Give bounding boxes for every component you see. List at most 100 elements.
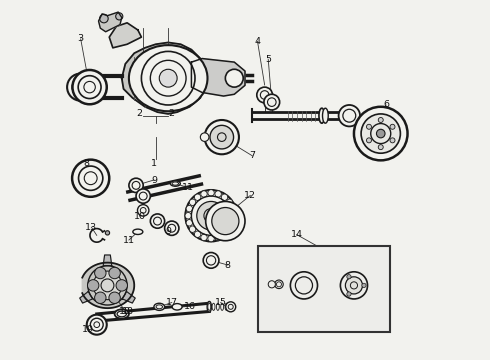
Circle shape (362, 283, 366, 288)
Circle shape (186, 220, 193, 226)
Circle shape (208, 190, 214, 196)
Circle shape (378, 117, 383, 122)
Ellipse shape (319, 108, 325, 123)
Ellipse shape (217, 303, 220, 310)
Circle shape (215, 191, 221, 197)
Text: 14: 14 (291, 230, 303, 239)
Circle shape (185, 190, 237, 242)
Circle shape (226, 226, 233, 232)
Text: 7: 7 (249, 151, 255, 160)
Circle shape (345, 277, 363, 294)
Circle shape (88, 280, 99, 291)
Text: 18: 18 (120, 307, 131, 316)
Text: 12: 12 (245, 191, 256, 200)
Bar (258, 246, 390, 332)
Text: 5: 5 (265, 55, 271, 64)
Text: 9: 9 (151, 176, 157, 185)
Circle shape (367, 138, 371, 143)
Polygon shape (98, 12, 122, 32)
Circle shape (205, 120, 239, 154)
Circle shape (367, 124, 371, 129)
Polygon shape (122, 292, 135, 303)
Polygon shape (192, 59, 245, 96)
Circle shape (200, 133, 209, 141)
Circle shape (203, 252, 219, 268)
Polygon shape (82, 262, 134, 308)
Circle shape (339, 105, 360, 126)
Text: 18: 18 (122, 307, 134, 316)
Circle shape (361, 114, 400, 153)
Ellipse shape (154, 303, 165, 310)
Circle shape (129, 178, 143, 193)
Circle shape (212, 207, 239, 235)
Circle shape (264, 94, 280, 110)
Ellipse shape (133, 229, 143, 234)
Circle shape (201, 191, 207, 197)
Circle shape (341, 272, 368, 299)
Text: 2: 2 (137, 109, 143, 118)
Polygon shape (103, 255, 112, 266)
Ellipse shape (225, 303, 228, 310)
Circle shape (226, 199, 233, 206)
Text: 9: 9 (165, 227, 171, 236)
Circle shape (390, 124, 395, 129)
Text: 6: 6 (383, 100, 389, 109)
Text: 1: 1 (151, 159, 157, 168)
Polygon shape (80, 292, 93, 303)
Circle shape (150, 214, 165, 228)
Circle shape (215, 234, 221, 241)
Ellipse shape (129, 45, 207, 111)
Text: 16: 16 (184, 302, 196, 311)
Circle shape (116, 280, 127, 291)
Circle shape (206, 202, 245, 241)
Circle shape (347, 275, 351, 279)
Circle shape (257, 87, 272, 103)
Circle shape (376, 129, 385, 138)
Circle shape (116, 13, 123, 20)
Circle shape (195, 231, 201, 238)
Ellipse shape (220, 303, 223, 310)
Circle shape (142, 51, 195, 105)
Polygon shape (122, 42, 204, 114)
Circle shape (95, 292, 106, 303)
Circle shape (189, 199, 196, 206)
Circle shape (221, 231, 228, 238)
Ellipse shape (207, 301, 211, 312)
Polygon shape (109, 23, 142, 48)
Text: 11: 11 (123, 235, 135, 244)
Circle shape (109, 292, 121, 303)
Circle shape (138, 204, 149, 216)
Circle shape (73, 70, 107, 104)
Circle shape (195, 194, 201, 201)
Circle shape (197, 202, 225, 230)
Circle shape (189, 226, 196, 232)
Circle shape (95, 267, 106, 279)
Ellipse shape (212, 303, 215, 310)
Circle shape (159, 69, 177, 87)
Circle shape (291, 272, 318, 299)
Circle shape (231, 212, 237, 219)
Text: 8: 8 (225, 261, 231, 270)
Text: 10: 10 (134, 212, 146, 221)
Text: 3: 3 (77, 35, 84, 44)
Circle shape (93, 271, 122, 300)
Circle shape (275, 280, 283, 289)
Circle shape (67, 73, 94, 101)
Circle shape (87, 315, 107, 335)
Ellipse shape (171, 181, 180, 186)
Text: 11: 11 (182, 183, 194, 192)
Circle shape (105, 231, 110, 235)
Circle shape (230, 220, 236, 226)
Circle shape (268, 281, 275, 288)
Circle shape (210, 125, 234, 149)
Circle shape (185, 212, 192, 219)
Circle shape (354, 107, 408, 160)
Circle shape (230, 206, 236, 212)
Circle shape (347, 292, 351, 296)
Circle shape (390, 138, 395, 143)
Circle shape (201, 234, 207, 241)
Ellipse shape (322, 108, 328, 123)
Circle shape (378, 145, 383, 150)
Circle shape (99, 14, 108, 23)
Circle shape (221, 194, 228, 201)
